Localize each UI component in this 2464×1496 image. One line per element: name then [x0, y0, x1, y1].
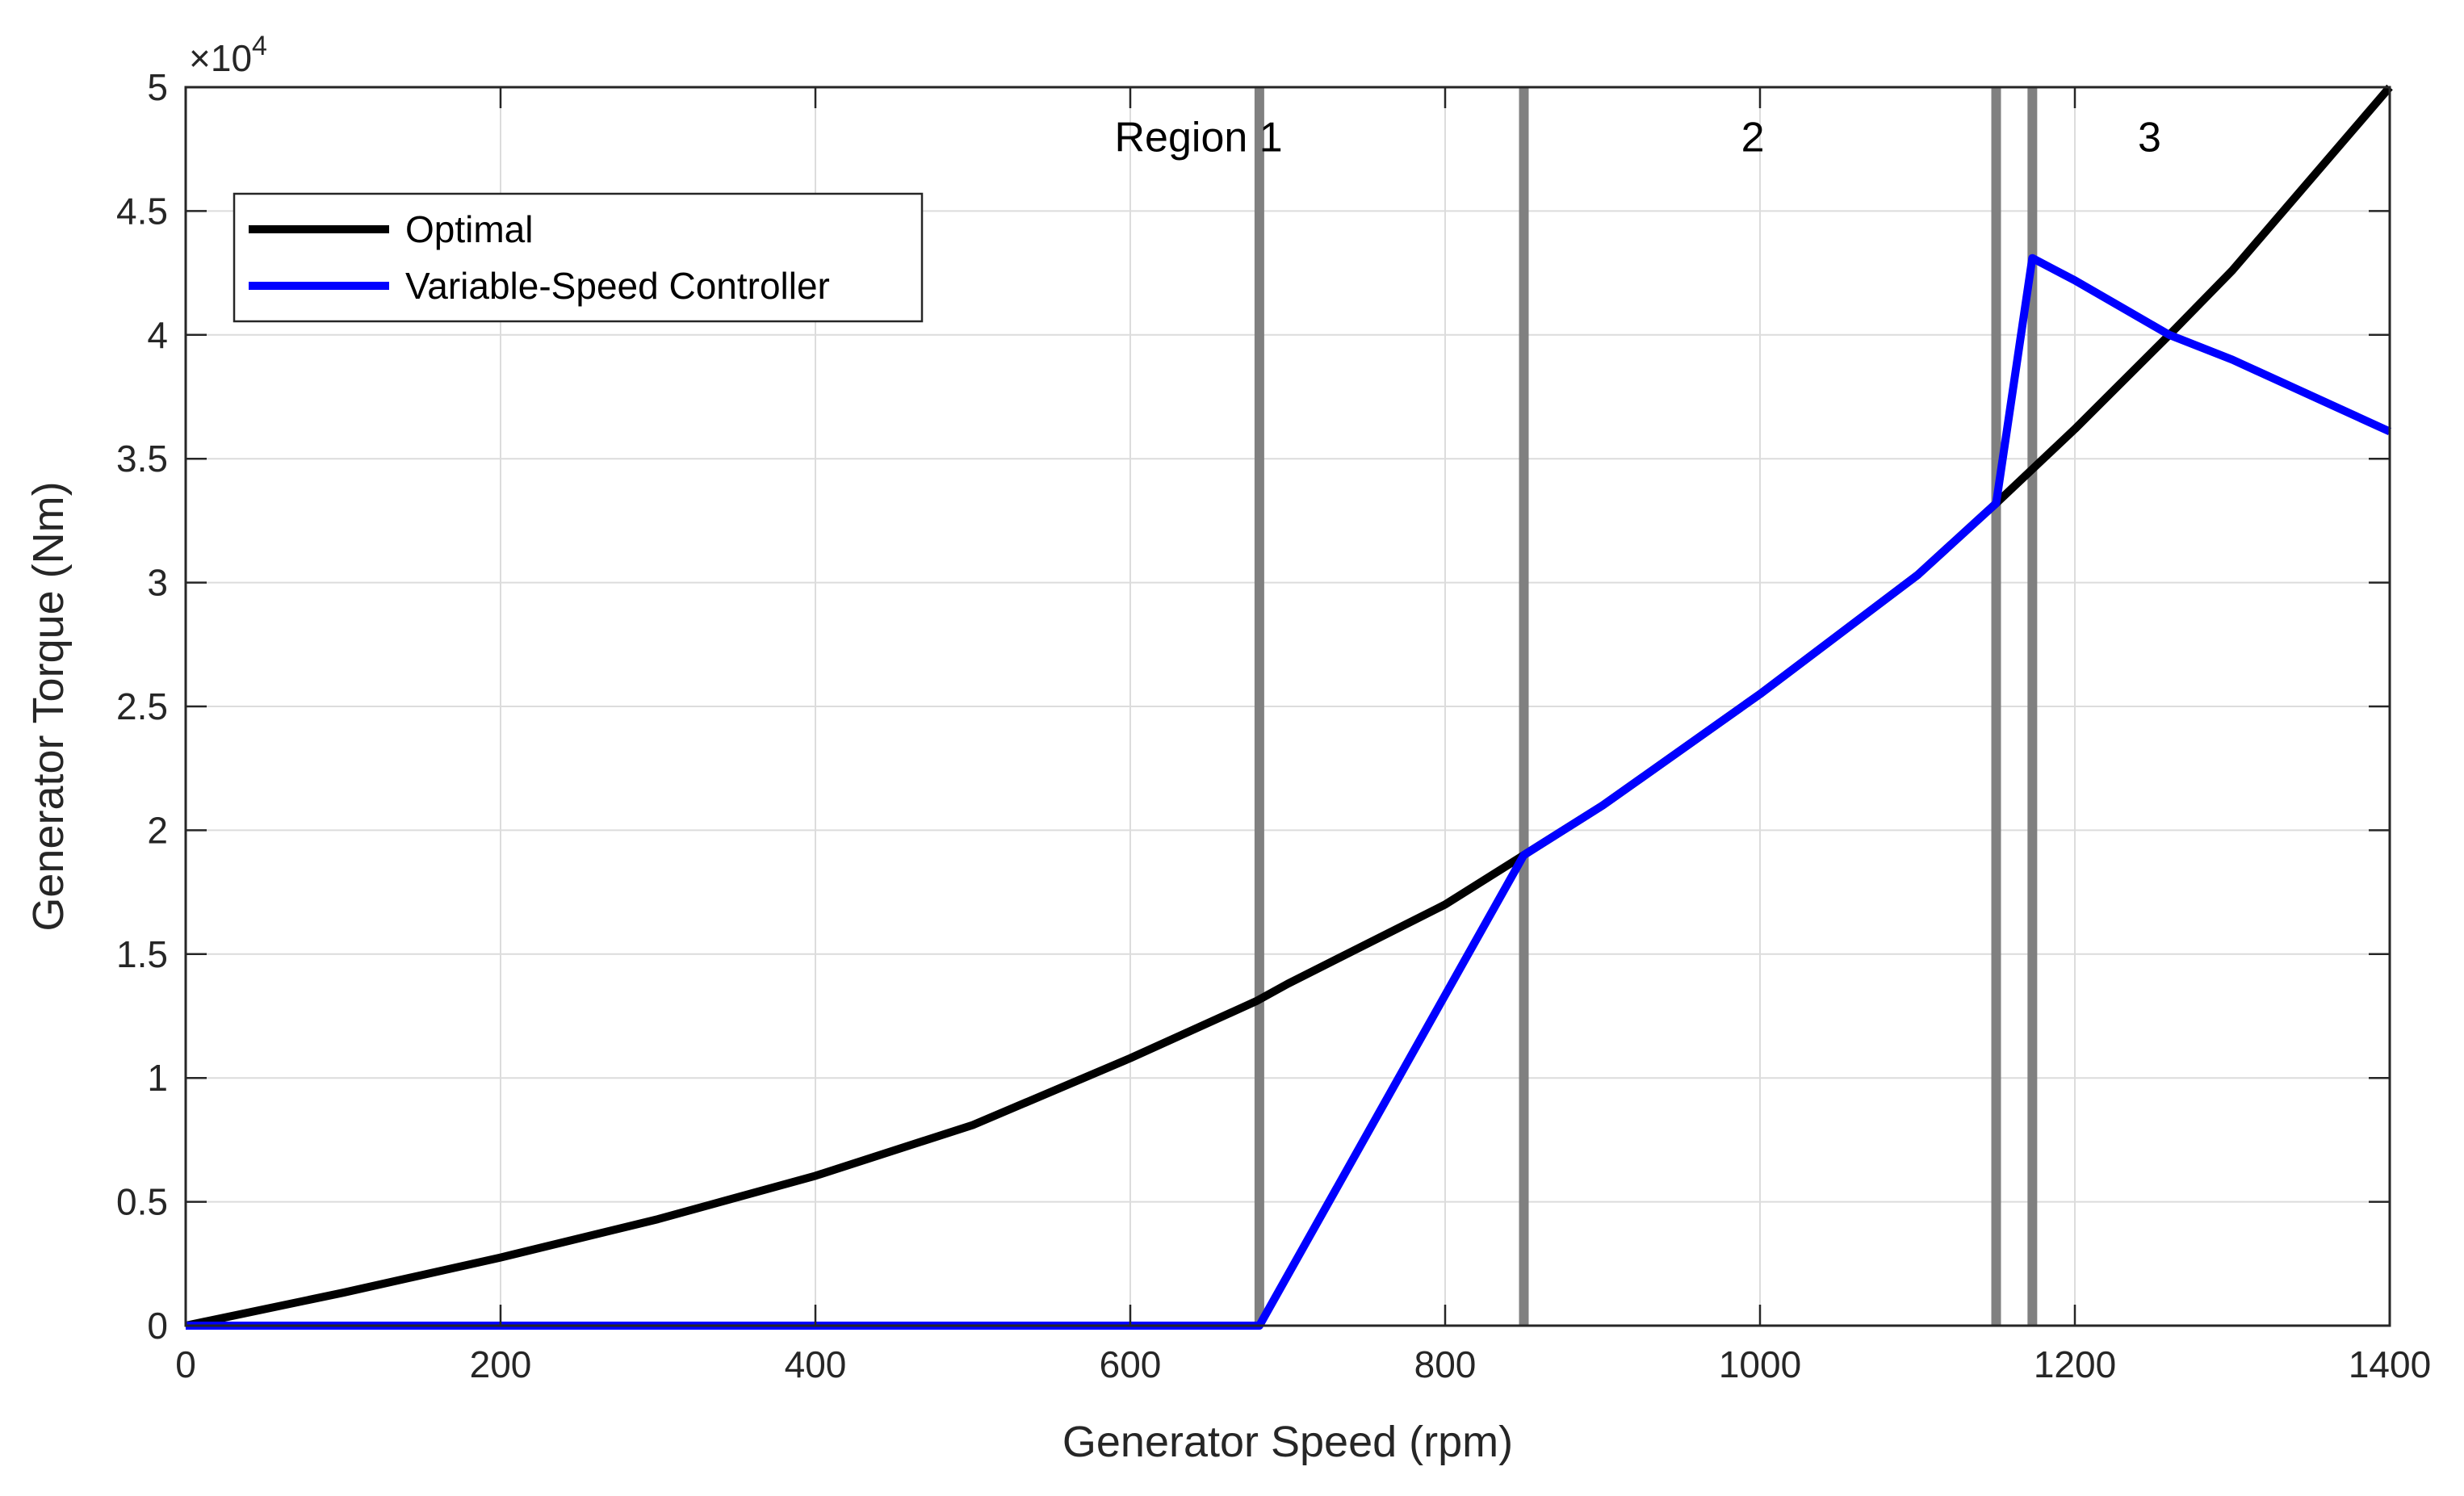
- y-axis-ticks: 0 0.5 1 1.5 2 2.5 3 3.5 4 4.5 5: [116, 66, 2390, 1347]
- y-exponent-label: ×104: [189, 31, 267, 79]
- y-tick-label: 3: [147, 562, 168, 604]
- x-tick-label: 600: [1100, 1343, 1162, 1385]
- x-tick-label: 1200: [2034, 1343, 2116, 1385]
- legend-entry-variable-speed-controller: Variable-Speed Controller: [405, 265, 830, 307]
- y-tick-label: 0: [147, 1305, 168, 1347]
- y-tick-label: 0.5: [116, 1181, 168, 1223]
- region-label: 3: [2138, 114, 2161, 161]
- region-boundary-lines: [1254, 87, 2038, 1326]
- x-tick-label: 0: [175, 1343, 196, 1385]
- x-tick-label: 400: [785, 1343, 847, 1385]
- x-axis-ticks: 0 200 400 600 800 1000 1200 1400: [175, 87, 2431, 1385]
- y-axis-label: Generator Torque (Nm): [24, 481, 73, 931]
- x-tick-label: 800: [1414, 1343, 1477, 1385]
- y-tick-label: 1: [147, 1057, 168, 1099]
- x-tick-label: 1400: [2349, 1343, 2431, 1385]
- x-tick-label: 200: [470, 1343, 532, 1385]
- region-labels: Region 1 2 3: [1115, 114, 2161, 161]
- y-tick-label: 4.5: [116, 190, 168, 232]
- y-tick-label: 5: [147, 66, 168, 108]
- x-axis-label: Generator Speed (rpm): [1062, 1418, 1513, 1466]
- region-label: 2: [1741, 114, 1765, 161]
- x-tick-label: 1000: [1719, 1343, 1801, 1385]
- y-tick-label: 1.5: [116, 933, 168, 975]
- legend-box: [233, 192, 924, 323]
- legend-entry-optimal: Optimal: [405, 208, 533, 250]
- y-tick-label: 3.5: [116, 438, 168, 480]
- y-tick-label: 2: [147, 809, 168, 851]
- y-tick-label: 2.5: [116, 685, 168, 727]
- region-label: Region 1: [1115, 114, 1283, 161]
- legend: Optimal Variable-Speed Controller: [233, 192, 924, 323]
- y-tick-label: 4: [147, 314, 168, 356]
- series-line-optimal: [184, 84, 2393, 1330]
